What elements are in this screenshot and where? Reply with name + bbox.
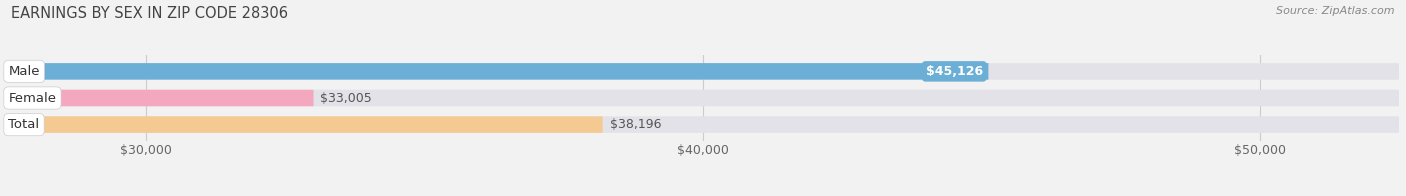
- Text: Total: Total: [8, 118, 39, 131]
- Text: $45,126: $45,126: [925, 65, 983, 78]
- Text: Male: Male: [8, 65, 39, 78]
- Text: $38,196: $38,196: [610, 118, 661, 131]
- Text: Female: Female: [8, 92, 56, 104]
- Text: Source: ZipAtlas.com: Source: ZipAtlas.com: [1277, 6, 1395, 16]
- Text: EARNINGS BY SEX IN ZIP CODE 28306: EARNINGS BY SEX IN ZIP CODE 28306: [11, 6, 288, 21]
- Text: $33,005: $33,005: [321, 92, 373, 104]
- FancyBboxPatch shape: [7, 116, 1399, 133]
- FancyBboxPatch shape: [7, 116, 603, 133]
- FancyBboxPatch shape: [7, 63, 988, 80]
- FancyBboxPatch shape: [7, 63, 1399, 80]
- FancyBboxPatch shape: [7, 90, 1399, 106]
- FancyBboxPatch shape: [7, 90, 314, 106]
